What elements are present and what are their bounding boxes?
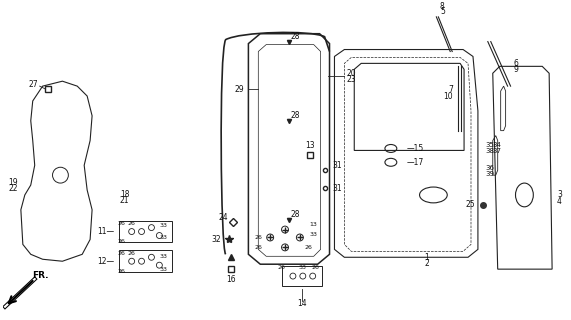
Text: 31: 31 xyxy=(332,161,342,170)
Text: 10: 10 xyxy=(444,92,453,100)
Text: 32: 32 xyxy=(211,235,221,244)
Text: 34: 34 xyxy=(492,142,501,148)
Text: —17: —17 xyxy=(407,158,424,167)
Text: 26: 26 xyxy=(118,251,126,256)
Text: 18: 18 xyxy=(120,190,129,199)
Text: 26: 26 xyxy=(128,221,135,226)
Text: 25: 25 xyxy=(465,200,475,209)
Text: 28: 28 xyxy=(290,32,300,41)
Text: 24: 24 xyxy=(219,213,228,222)
Text: 38: 38 xyxy=(485,148,494,155)
Text: 26: 26 xyxy=(118,239,126,244)
Text: 37: 37 xyxy=(492,148,501,155)
Text: 26: 26 xyxy=(277,265,285,270)
Text: 29: 29 xyxy=(235,84,244,93)
Text: 26: 26 xyxy=(254,235,262,240)
Text: 22: 22 xyxy=(9,184,18,193)
Text: 16: 16 xyxy=(226,275,235,284)
Text: 6: 6 xyxy=(513,59,518,68)
Text: 33: 33 xyxy=(159,235,167,240)
Text: 33: 33 xyxy=(159,254,167,259)
Text: 39: 39 xyxy=(485,171,494,177)
Text: 4: 4 xyxy=(557,197,562,206)
Text: 20: 20 xyxy=(347,69,356,78)
Text: FR.: FR. xyxy=(33,271,49,280)
Text: 26: 26 xyxy=(254,245,262,250)
Text: 3: 3 xyxy=(557,190,562,199)
Text: 7: 7 xyxy=(448,84,453,93)
Text: 2: 2 xyxy=(424,259,429,268)
Text: 19: 19 xyxy=(8,178,18,187)
Text: 11—: 11— xyxy=(96,227,114,236)
Text: 13: 13 xyxy=(309,222,317,227)
Text: 26: 26 xyxy=(128,251,135,256)
Text: 26: 26 xyxy=(118,268,126,274)
Text: 13: 13 xyxy=(305,141,315,150)
Text: 33: 33 xyxy=(309,232,317,237)
Text: 21: 21 xyxy=(120,196,129,205)
Text: 1: 1 xyxy=(424,253,429,262)
Text: 28: 28 xyxy=(290,210,300,219)
Text: 9: 9 xyxy=(513,65,518,74)
Text: 35: 35 xyxy=(485,142,494,148)
Text: 33: 33 xyxy=(159,223,167,228)
Text: 26: 26 xyxy=(118,221,126,226)
Text: 28: 28 xyxy=(290,111,300,120)
Text: 23: 23 xyxy=(347,75,356,84)
Text: 5: 5 xyxy=(440,7,445,16)
Text: 26: 26 xyxy=(305,245,313,250)
Text: 27: 27 xyxy=(28,80,38,89)
Text: 33: 33 xyxy=(159,267,167,272)
Text: 33: 33 xyxy=(299,265,307,270)
Text: 36: 36 xyxy=(485,165,494,171)
Text: 31: 31 xyxy=(332,184,342,193)
Text: —15: —15 xyxy=(407,144,424,153)
Text: 8: 8 xyxy=(440,3,445,12)
Text: 14: 14 xyxy=(297,299,307,308)
Text: 26: 26 xyxy=(312,265,320,270)
Text: 12—: 12— xyxy=(96,257,114,266)
